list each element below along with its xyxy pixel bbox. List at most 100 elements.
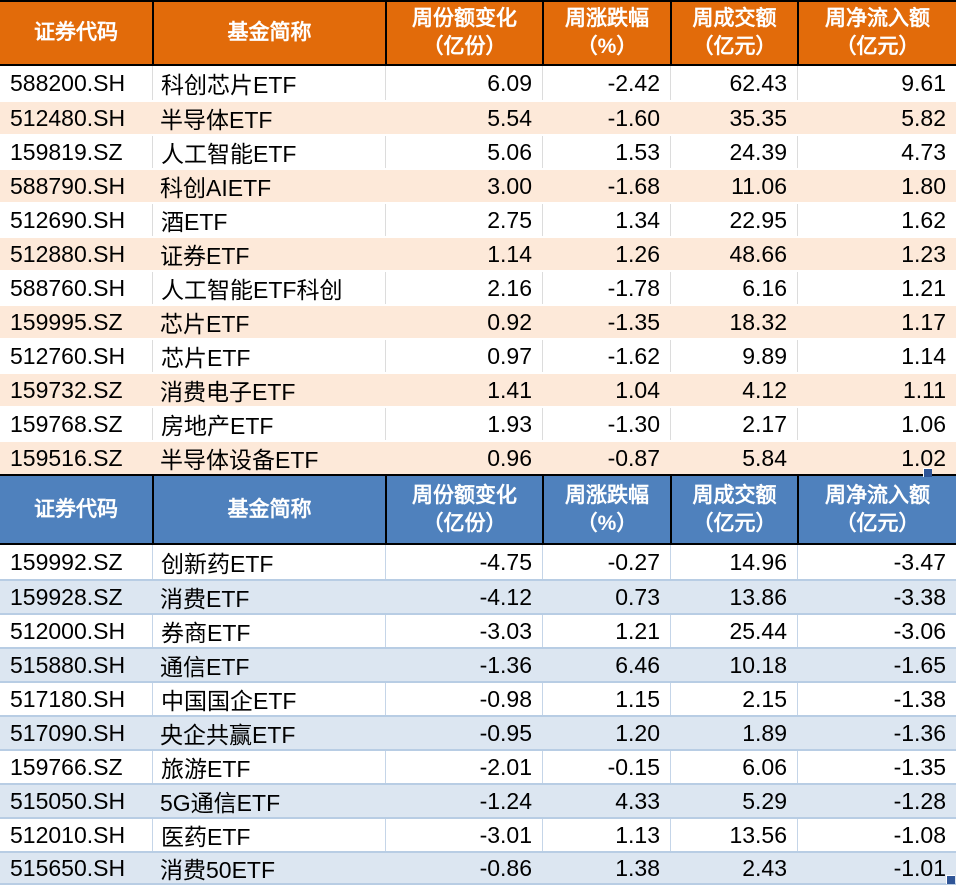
cell-turnover[interactable]: 6.16 [670, 272, 797, 304]
cell-net-inflow[interactable]: -3.06 [797, 615, 956, 647]
cell-net-inflow[interactable]: -1.35 [797, 751, 956, 783]
cell-fund-name[interactable]: 人工智能ETF [152, 136, 385, 168]
cell-security-code[interactable]: 512480.SH [10, 104, 126, 131]
header-security-code[interactable]: 证券代码 [0, 2, 152, 64]
header-net-inflow[interactable]: 周净流入额 （亿元） [797, 476, 956, 543]
cell-net-inflow[interactable]: -1.38 [797, 683, 956, 715]
cell-security-code[interactable]: 159516.SZ [10, 444, 123, 471]
cell-turnover[interactable]: 13.86 [729, 583, 787, 610]
cell-fund-name[interactable]: 芯片ETF [152, 340, 385, 372]
cell-share-change[interactable]: 1.93 [385, 408, 542, 440]
cell-fund-name[interactable]: 人工智能ETF科创 [152, 272, 385, 304]
cell-security-code[interactable]: 512690.SH [10, 206, 126, 233]
cell-net-inflow[interactable]: -1.01 [893, 854, 946, 881]
cell-security-code[interactable]: 159928.SZ [10, 583, 123, 610]
cell-security-code[interactable]: 517180.SH [10, 685, 126, 712]
cell-security-code[interactable]: 588760.SH [10, 274, 126, 301]
cell-net-inflow[interactable]: 5.82 [901, 104, 946, 131]
cell-security-code[interactable]: 159819.SZ [10, 138, 123, 165]
cell-pct-change[interactable]: -1.30 [542, 408, 670, 440]
cell-pct-change[interactable]: 1.21 [542, 615, 670, 647]
cell-net-inflow[interactable]: 1.23 [901, 240, 946, 267]
cell-fund-name[interactable]: 中国国企ETF [152, 683, 385, 715]
cell-turnover[interactable]: 25.44 [670, 615, 797, 647]
cell-net-inflow[interactable]: 1.17 [901, 308, 946, 335]
cell-pct-change[interactable]: 1.20 [615, 719, 660, 746]
cell-pct-change[interactable]: -0.15 [542, 751, 670, 783]
cell-share-change[interactable]: -1.24 [479, 787, 532, 814]
cell-fund-name[interactable]: 房地产ETF [152, 408, 385, 440]
cell-turnover[interactable]: 13.56 [670, 819, 797, 851]
cell-share-change[interactable]: -3.03 [385, 615, 542, 647]
cell-share-change[interactable]: 2.16 [385, 272, 542, 304]
cell-security-code[interactable]: 515050.SH [10, 787, 126, 814]
cell-security-code[interactable]: 588790.SH [10, 172, 126, 199]
cell-pct-change[interactable]: 1.15 [542, 683, 670, 715]
cell-turnover[interactable]: 62.43 [670, 66, 797, 100]
cell-net-inflow[interactable]: -1.28 [893, 787, 946, 814]
cell-turnover[interactable]: 22.95 [670, 204, 797, 236]
cell-turnover[interactable]: 6.06 [670, 751, 797, 783]
cell-turnover[interactable]: 11.06 [731, 172, 787, 199]
cell-share-change[interactable]: -2.01 [385, 751, 542, 783]
cell-fund-name[interactable]: 旅游ETF [152, 751, 385, 783]
cell-pct-change[interactable]: 1.13 [542, 819, 670, 851]
cell-turnover[interactable]: 2.15 [670, 683, 797, 715]
cell-turnover[interactable]: 9.89 [670, 340, 797, 372]
cell-share-change[interactable]: 0.97 [385, 340, 542, 372]
cell-fund-name[interactable]: 创新药ETF [152, 545, 385, 579]
header-share-change[interactable]: 周份额变化 （亿份） [385, 476, 542, 543]
cell-security-code[interactable]: 515650.SH [10, 854, 126, 881]
cell-fund-name[interactable]: 央企共赢ETF [160, 722, 296, 748]
cell-security-code[interactable]: 588200.SH [10, 69, 126, 96]
cell-security-code[interactable]: 512760.SH [10, 342, 126, 369]
selection-fill-handle[interactable] [923, 468, 932, 477]
header-security-code[interactable]: 证券代码 [0, 476, 152, 543]
header-fund-name[interactable]: 基金简称 [152, 476, 385, 543]
cell-net-inflow[interactable]: -3.38 [893, 583, 946, 610]
cell-pct-change[interactable]: 0.73 [615, 583, 660, 610]
header-pct-change[interactable]: 周涨跌幅 （%） [542, 476, 670, 543]
cell-share-change[interactable]: 1.14 [487, 240, 532, 267]
cell-share-change[interactable]: 1.41 [487, 376, 532, 403]
cell-security-code[interactable]: 512010.SH [10, 821, 126, 848]
cell-net-inflow[interactable]: 4.73 [797, 136, 956, 168]
cell-security-code[interactable]: 512000.SH [10, 617, 126, 644]
cell-pct-change[interactable]: -1.78 [542, 272, 670, 304]
cell-net-inflow[interactable]: 1.21 [797, 272, 956, 304]
cell-net-inflow[interactable]: 1.06 [797, 408, 956, 440]
cell-fund-name[interactable]: 芯片ETF [160, 311, 250, 337]
cell-fund-name[interactable]: 医药ETF [152, 819, 385, 851]
cell-pct-change[interactable]: -1.35 [607, 308, 660, 335]
cell-pct-change[interactable]: 4.33 [615, 787, 660, 814]
cell-pct-change[interactable]: 1.53 [542, 136, 670, 168]
cell-fund-name[interactable]: 科创AIETF [160, 175, 272, 201]
cell-turnover[interactable]: 18.32 [729, 308, 787, 335]
cell-pct-change[interactable]: -1.68 [607, 172, 660, 199]
cell-share-change[interactable]: 0.96 [487, 444, 532, 471]
cell-pct-change[interactable]: -2.42 [542, 66, 670, 100]
cell-fund-name[interactable]: 券商ETF [152, 615, 385, 647]
cell-fund-name[interactable]: 5G通信ETF [160, 790, 281, 816]
cell-net-inflow[interactable]: -1.36 [893, 719, 946, 746]
cell-security-code[interactable]: 159992.SZ [10, 548, 123, 575]
cell-fund-name[interactable]: 科创芯片ETF [152, 66, 385, 100]
header-fund-name[interactable]: 基金简称 [152, 2, 385, 64]
cell-net-inflow[interactable]: 9.61 [797, 66, 956, 100]
cell-fund-name[interactable]: 证券ETF [160, 243, 250, 269]
cell-turnover[interactable]: 5.84 [742, 444, 787, 471]
cell-share-change[interactable]: 0.92 [487, 308, 532, 335]
header-net-inflow[interactable]: 周净流入额 （亿元） [797, 2, 956, 64]
cell-fund-name[interactable]: 消费电子ETF [160, 379, 296, 405]
cell-security-code[interactable]: 159732.SZ [10, 376, 123, 403]
cell-security-code[interactable]: 159768.SZ [10, 410, 123, 437]
cell-share-change[interactable]: 6.09 [385, 66, 542, 100]
header-share-change[interactable]: 周份额变化 （亿份） [385, 2, 542, 64]
cell-share-change[interactable]: 2.75 [385, 204, 542, 236]
cell-turnover[interactable]: 48.66 [729, 240, 787, 267]
cell-net-inflow[interactable]: 1.80 [901, 172, 946, 199]
cell-fund-name[interactable]: 酒ETF [152, 204, 385, 236]
cell-turnover[interactable]: 2.17 [670, 408, 797, 440]
cell-share-change[interactable]: 3.00 [487, 172, 532, 199]
cell-security-code[interactable]: 515880.SH [10, 651, 126, 678]
